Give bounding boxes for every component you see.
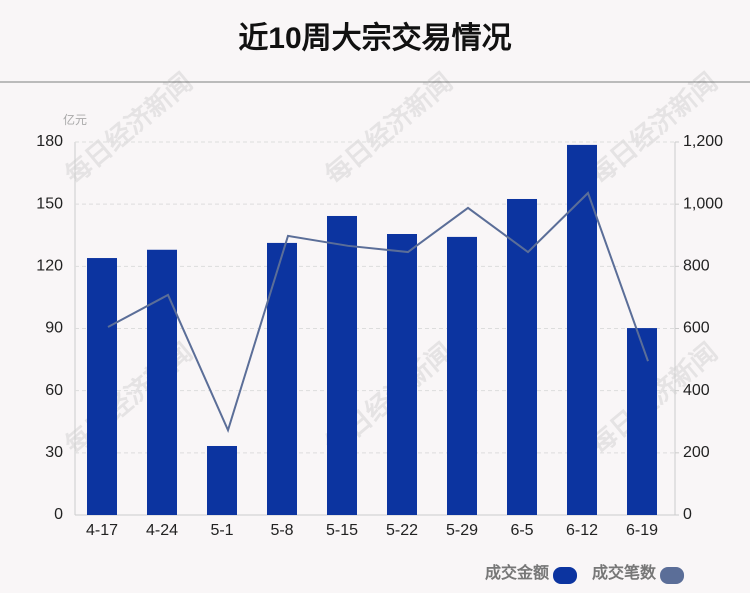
bar [507,198,537,515]
y-unit: 亿元 [63,112,87,127]
x-tick-label: 5-8 [270,522,293,539]
y-tick-label: 30 [45,444,63,461]
x-tick-label: 5-1 [210,522,233,539]
bar [267,242,297,515]
x-tick-label: 6-5 [510,522,533,539]
x-tick-label: 6-19 [626,522,658,539]
bar [627,328,657,515]
y2-tick-label: 800 [683,258,710,275]
bar [87,258,117,515]
legend-swatch [660,567,685,584]
legend-label: 成交笔数 [592,563,657,582]
y-tick-label: 150 [36,195,63,212]
y2-tick-label: 1,000 [683,195,723,212]
x-tick-label: 4-24 [146,522,178,539]
x-tick-label: 5-22 [386,522,418,539]
chart-title: 近10周大宗交易情况 [238,21,511,55]
y-tick-label: 60 [45,382,63,399]
x-tick-label: 4-17 [86,522,118,539]
legend-label: 成交金额 [485,563,549,582]
y2-tick-label: 1,200 [683,133,723,150]
y2-tick-label: 0 [683,506,692,523]
y2-tick-label: 600 [683,320,710,337]
y-tick-label: 90 [45,320,63,337]
line [107,191,649,433]
y-tick-label: 0 [54,506,63,523]
y2-tick-label: 200 [683,444,710,461]
bar [447,236,477,515]
bar [327,215,357,515]
bar [207,445,237,515]
x-tick-label: 6-12 [566,522,598,539]
bar [387,234,417,516]
bar [567,144,597,515]
legend-swatch [553,567,578,584]
x-tick-label: 5-29 [446,522,478,539]
x-tick-label: 5-15 [326,522,358,539]
bar [147,249,177,515]
y2-tick-label: 400 [683,382,710,399]
y-tick-label: 120 [36,258,63,275]
y-tick-label: 180 [36,133,63,150]
